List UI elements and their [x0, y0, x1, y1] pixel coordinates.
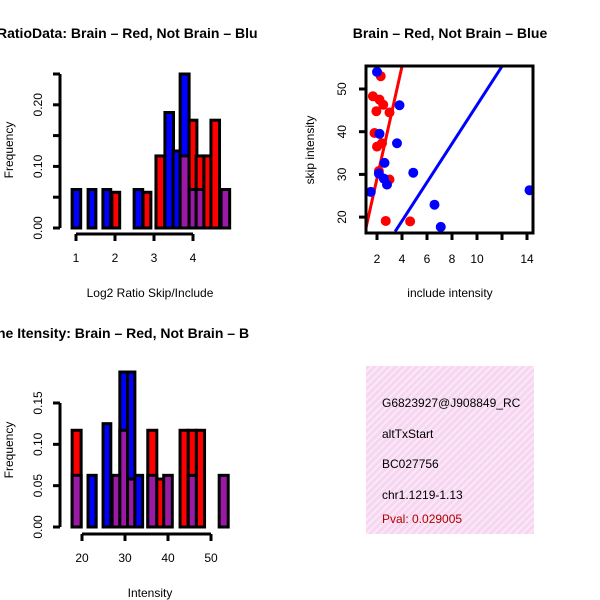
point-blue	[374, 128, 385, 139]
bar-purple	[219, 188, 232, 230]
ratio-histogram-ylabel: Frequency	[2, 122, 16, 179]
fit-line-blue	[393, 66, 504, 233]
y-tick-label: 40	[335, 125, 349, 139]
intensity-scatter-ylabel: skip intensity	[303, 116, 317, 185]
point-blue	[366, 186, 376, 197]
y-tick-label: 0.20	[31, 93, 45, 117]
point-red	[405, 216, 416, 227]
x-tick-label: 40	[161, 551, 175, 565]
point-blue	[379, 157, 390, 168]
x-tick-label: 20	[75, 551, 89, 565]
x-tick-label: 30	[118, 551, 132, 565]
x-tick-label: 1	[73, 251, 80, 265]
point-blue	[382, 179, 392, 190]
x-tick-label: 4	[190, 251, 197, 265]
bar-blue	[101, 422, 113, 529]
y-tick-label: 0.05	[31, 474, 45, 498]
ratio-histogram: RatioData: Brain – Red, Not Brain – Blu …	[0, 25, 258, 300]
info-event-type: altTxStart	[382, 427, 434, 441]
plot-area	[366, 66, 533, 233]
point-blue	[429, 199, 440, 210]
ratio-histogram-title: RatioData: Brain – Red, Not Brain – Blu	[0, 25, 258, 41]
info-panel: G6823927@J908849_RC altTxStart BC027756 …	[366, 366, 534, 534]
bar-blue	[132, 188, 145, 230]
bar-red	[141, 190, 153, 230]
point-red	[380, 215, 391, 226]
y-tick-label: 20	[335, 210, 349, 224]
bar-blue	[86, 473, 98, 529]
x-tick-label: 50	[204, 551, 218, 565]
y-tick-label: 0.00	[31, 216, 45, 240]
bar-blue	[70, 188, 83, 230]
bar-blue	[133, 473, 145, 529]
point-blue	[408, 167, 419, 178]
point-blue	[394, 100, 405, 111]
bar-purple	[217, 473, 230, 529]
x-tick-label: 6	[424, 252, 431, 266]
y-tick-label: 50	[335, 82, 349, 96]
intensity-histogram-ylabel: Frequency	[2, 422, 16, 479]
y-tick-label: 0.15	[31, 391, 45, 415]
point-blue	[524, 185, 533, 196]
info-gene-id: G6823927@J908849_RC	[382, 396, 521, 410]
x-tick-label: 14	[520, 252, 534, 266]
point-blue	[392, 138, 402, 149]
point-red	[371, 106, 382, 117]
point-red	[378, 99, 389, 110]
intensity-scatter-title: Brain – Red, Not Brain – Blue	[353, 25, 548, 41]
y-tick-label: 0.10	[31, 432, 45, 456]
point-blue	[372, 66, 382, 77]
x-tick-label: 3	[151, 251, 158, 265]
x-tick-label: 2	[374, 252, 381, 266]
fit-line-red	[366, 66, 404, 232]
plot-frame	[364, 64, 535, 235]
intensity-histogram-xlabel: Intensity	[128, 586, 173, 600]
bar-blue	[101, 188, 113, 230]
bar-red	[154, 154, 167, 230]
y-tick-label: 0.00	[31, 515, 45, 539]
bar-red	[110, 190, 122, 230]
bar-blue	[86, 188, 98, 230]
info-accession: BC027756	[382, 457, 439, 471]
x-tick-label: 4	[399, 252, 406, 266]
info-location: chr1.1219-1.13	[382, 488, 463, 502]
bar-red	[194, 428, 207, 529]
intensity-scatter: Brain – Red, Not Brain – Blue include in…	[303, 25, 547, 300]
info-pval: Pval: 0.029005	[382, 512, 463, 526]
y-tick-label: 30	[335, 167, 349, 181]
x-tick-label: 2	[112, 251, 119, 265]
intensity-histogram-title: ne Itensity: Brain – Red, Not Brain – B	[0, 325, 249, 341]
y-tick-label: 0.10	[31, 154, 45, 178]
intensity-scatter-xlabel: include intensity	[407, 286, 492, 300]
ratio-histogram-xlabel: Log2 Ratio Skip/Include	[87, 286, 214, 300]
point-blue	[435, 221, 446, 232]
bar-purple	[162, 473, 174, 529]
bar-red	[209, 118, 222, 230]
x-tick-label: 10	[470, 252, 484, 266]
intensity-histogram: ne Itensity: Brain – Red, Not Brain – B …	[0, 325, 249, 600]
x-tick-label: 8	[449, 252, 456, 266]
bar-purple	[70, 473, 83, 529]
